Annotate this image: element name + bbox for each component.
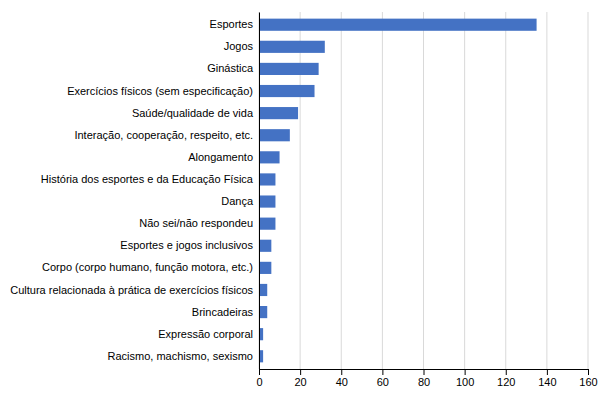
x-tick: 160	[579, 369, 597, 388]
plot: 0 20 40 60 80 100 120 140 160 Racismo, machismo, …	[10, 12, 597, 388]
grid-line	[464, 12, 465, 369]
y-tick-label: Esportes	[210, 18, 254, 30]
bar	[259, 107, 298, 119]
grid-line	[341, 12, 342, 369]
grid-line	[546, 12, 547, 369]
y-tick: Racismo, machismo, sexismo	[108, 350, 253, 362]
x-tick-label: 160	[579, 376, 597, 388]
chart: 0 20 40 60 80 100 120 140 160 Racismo, machismo, …	[0, 0, 610, 397]
bar	[259, 195, 275, 207]
x-tick: 20	[295, 369, 307, 388]
y-tick: Ginástica	[207, 62, 254, 74]
x-tick-mark	[300, 369, 301, 375]
bars	[259, 19, 537, 363]
y-tick-label: Ginástica	[207, 62, 254, 74]
x-tick-label: 120	[497, 376, 515, 388]
y-axis-line	[259, 13, 260, 370]
y-tick-label: Cultura relacionada à prática de exercíc…	[10, 283, 253, 295]
grid	[259, 12, 588, 369]
bar	[259, 151, 280, 163]
x-tick-mark	[588, 369, 589, 375]
x-tick-label: 20	[295, 376, 307, 388]
x-tick: 120	[497, 369, 515, 388]
x-tick-mark	[547, 369, 548, 375]
bar	[259, 173, 275, 185]
y-tick: Expressão corporal	[158, 328, 253, 340]
y-tick-label: Saúde/qualidade de vida	[132, 107, 254, 119]
y-tick: Interação, cooperação, respeito, etc.	[74, 129, 253, 141]
x-tick-label: 80	[418, 376, 430, 388]
x-tick: 40	[336, 369, 348, 388]
bar	[259, 284, 267, 296]
y-tick-label: Esportes e jogos inclusivos	[120, 239, 253, 251]
y-tick: Alongamento	[188, 151, 253, 163]
y-tick: Dança	[221, 195, 254, 207]
x-tick-mark	[382, 369, 383, 375]
x-tick-mark	[465, 369, 466, 375]
x-axis: 0 20 40 60 80 100 120 140 160	[256, 369, 597, 388]
x-tick-mark	[506, 369, 507, 375]
y-tick: Brincadeiras	[192, 306, 254, 318]
y-tick-label: Interação, cooperação, respeito, etc.	[74, 129, 253, 141]
y-tick: Jogos	[224, 40, 254, 52]
y-tick-label: História dos esportes e da Educação Físi…	[41, 173, 254, 185]
y-tick-label: Exercícios físicos (sem especificação)	[67, 85, 253, 97]
grid-line	[505, 12, 506, 369]
bar	[259, 63, 319, 75]
bar	[259, 306, 267, 318]
x-tick-label: 100	[456, 376, 474, 388]
y-tick: Não sei/não respondeu	[139, 217, 253, 229]
y-tick: Esportes e jogos inclusivos	[120, 239, 253, 251]
y-tick: Exercícios físicos (sem especificação)	[67, 85, 253, 97]
bar	[259, 85, 315, 97]
grid-line	[588, 12, 589, 369]
y-tick: Saúde/qualidade de vida	[132, 107, 254, 119]
y-tick-label: Não sei/não respondeu	[139, 217, 253, 229]
y-tick-label: Corpo (corpo humano, função motora, etc.…	[42, 261, 253, 273]
bar	[259, 19, 537, 31]
y-axis: Racismo, machismo, sexismo Expressão corp…	[10, 13, 259, 370]
y-tick-label: Racismo, machismo, sexismo	[108, 350, 253, 362]
x-tick-label: 0	[256, 376, 262, 388]
x-tick: 60	[377, 369, 389, 388]
x-tick: 140	[538, 369, 556, 388]
x-tick: 80	[418, 369, 430, 388]
y-tick-label: Dança	[221, 195, 254, 207]
y-tick-label: Expressão corporal	[158, 328, 253, 340]
x-tick: 0	[256, 369, 262, 388]
x-tick-mark	[259, 369, 260, 375]
y-tick: Esportes	[210, 18, 254, 30]
y-tick-label: Brincadeiras	[192, 306, 254, 318]
x-tick-mark	[424, 369, 425, 375]
bar	[259, 41, 325, 53]
x-tick: 100	[456, 369, 474, 388]
y-tick: História dos esportes e da Educação Físi…	[41, 173, 254, 185]
grid-line	[423, 12, 424, 369]
y-tick: Cultura relacionada à prática de exercíc…	[10, 283, 253, 295]
y-tick-label: Alongamento	[188, 151, 253, 163]
grid-line	[382, 12, 383, 369]
bar	[259, 262, 271, 274]
x-tick-label: 60	[377, 376, 389, 388]
grid-line	[259, 12, 260, 369]
bar	[259, 129, 290, 141]
y-tick: Corpo (corpo humano, função motora, etc.…	[42, 261, 253, 273]
x-tick-label: 140	[538, 376, 556, 388]
x-tick-label: 40	[336, 376, 348, 388]
y-tick-label: Jogos	[224, 40, 254, 52]
bar	[259, 218, 275, 230]
bar	[259, 240, 271, 252]
x-tick-mark	[341, 369, 342, 375]
